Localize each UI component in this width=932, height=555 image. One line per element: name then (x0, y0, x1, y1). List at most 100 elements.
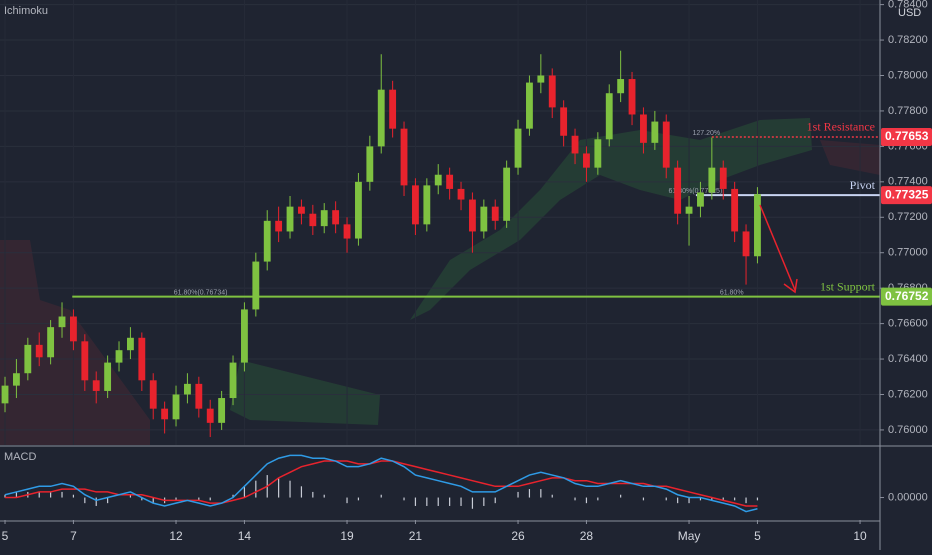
candle-body (697, 192, 704, 207)
candle-body (127, 337, 134, 351)
candle-body (685, 206, 693, 214)
candle-body (172, 394, 180, 420)
level-name: 1st Resistance (807, 120, 875, 134)
candle-body (35, 344, 43, 358)
candle-body (640, 114, 647, 143)
cloud-bear (0, 240, 150, 445)
candle-body (537, 75, 545, 83)
candle-body (263, 220, 271, 262)
candle-body (355, 181, 362, 239)
candle-body (161, 408, 169, 420)
price-label: 0.77653 (885, 129, 929, 143)
candle-body (628, 79, 636, 115)
x-tick-label: 19 (340, 529, 354, 543)
candle-body (548, 75, 556, 108)
macd-pane (4, 454, 759, 513)
candle-body (1, 385, 9, 404)
cloud-bear (820, 140, 880, 175)
x-tick-label: 12 (169, 529, 183, 543)
axes: 0.760000.762000.764000.766000.768000.770… (2, 0, 932, 543)
level-name: Pivot (850, 178, 876, 192)
x-tick-label: 7 (70, 529, 77, 543)
candle-body (104, 362, 112, 391)
y-tick-label: 0.76200 (888, 388, 928, 400)
levels: 1st Resistance Pivot 1st Support 127.20% 61.… (72, 120, 880, 298)
candle-body (12, 373, 20, 386)
candle-body (286, 206, 294, 232)
candle-body (662, 121, 670, 168)
candle-body (480, 206, 488, 232)
candle-body (400, 128, 408, 186)
y-tick-label: 0.78000 (888, 69, 928, 81)
candle-body (343, 224, 351, 239)
x-tick-label: 10 (853, 529, 867, 543)
y-tick-label: 0.76400 (888, 353, 928, 365)
fib-label: 127.20% (692, 130, 720, 137)
candle-body (571, 135, 579, 154)
x-tick-label: 26 (511, 529, 525, 543)
candle-body (708, 167, 716, 193)
y-tick-label: 0.78200 (888, 34, 928, 46)
candle-body (81, 341, 89, 381)
candle-body (92, 380, 100, 391)
fib-label: 61.80%(0.77325) (669, 188, 723, 195)
candle-body (754, 194, 761, 257)
candle-body (377, 89, 385, 147)
x-tick-label: 5 (2, 529, 9, 543)
candle-body (503, 167, 511, 221)
candle-body (252, 261, 260, 310)
macd-label: MACD (4, 451, 36, 463)
candle-body (24, 344, 32, 374)
candle-body (149, 380, 157, 409)
candle-body (298, 206, 305, 214)
x-tick-label: 21 (409, 529, 423, 543)
forecast-arrowhead (783, 278, 798, 294)
candle-body (69, 316, 77, 342)
price-label-box (881, 186, 932, 205)
candle-body (320, 210, 328, 227)
y-tick-label: 0.76000 (888, 424, 928, 436)
y-tick-label: 0.77400 (888, 176, 928, 188)
price-label: 0.77325 (885, 187, 929, 201)
forecast-arrow (759, 204, 796, 291)
candle-body (389, 89, 397, 129)
x-tick-label: 14 (238, 529, 252, 543)
candle-body (560, 107, 568, 136)
candle-body (742, 231, 750, 257)
y-tick-label: 0.78400 (888, 0, 928, 11)
candle-body (412, 185, 419, 225)
candle-body (605, 93, 613, 140)
y-tick-label: 0.77200 (888, 211, 928, 223)
candle-body (434, 174, 442, 186)
candle-body (651, 121, 659, 143)
fib-label: 61.80% (720, 290, 744, 297)
candle-body (617, 79, 625, 94)
candle-body (138, 337, 146, 381)
cloud-bull (230, 360, 380, 425)
price-label: 0.76752 (885, 289, 929, 303)
candle-body (58, 316, 66, 328)
x-tick-label: 5 (754, 529, 761, 543)
candle-body (184, 383, 191, 395)
candle-body (241, 309, 248, 363)
candles (1, 50, 761, 438)
candle-body (366, 146, 374, 182)
candle-body (218, 398, 226, 423)
candle-body (469, 199, 476, 232)
candle-body (332, 210, 340, 225)
macd-macd-line (4, 454, 758, 513)
candle-body (195, 383, 203, 409)
y-tick-label: 0.77000 (888, 247, 928, 259)
unit-label: USD (898, 7, 921, 19)
candle-body (275, 220, 283, 232)
price-label-box (881, 287, 932, 306)
candle-body (526, 82, 533, 129)
y-tick-label: 0.77800 (888, 105, 928, 117)
fib-label: 61.80%(0.76734) (174, 290, 228, 297)
price-label-box (881, 127, 932, 146)
candle-body (457, 188, 465, 200)
candle-body (491, 206, 499, 221)
